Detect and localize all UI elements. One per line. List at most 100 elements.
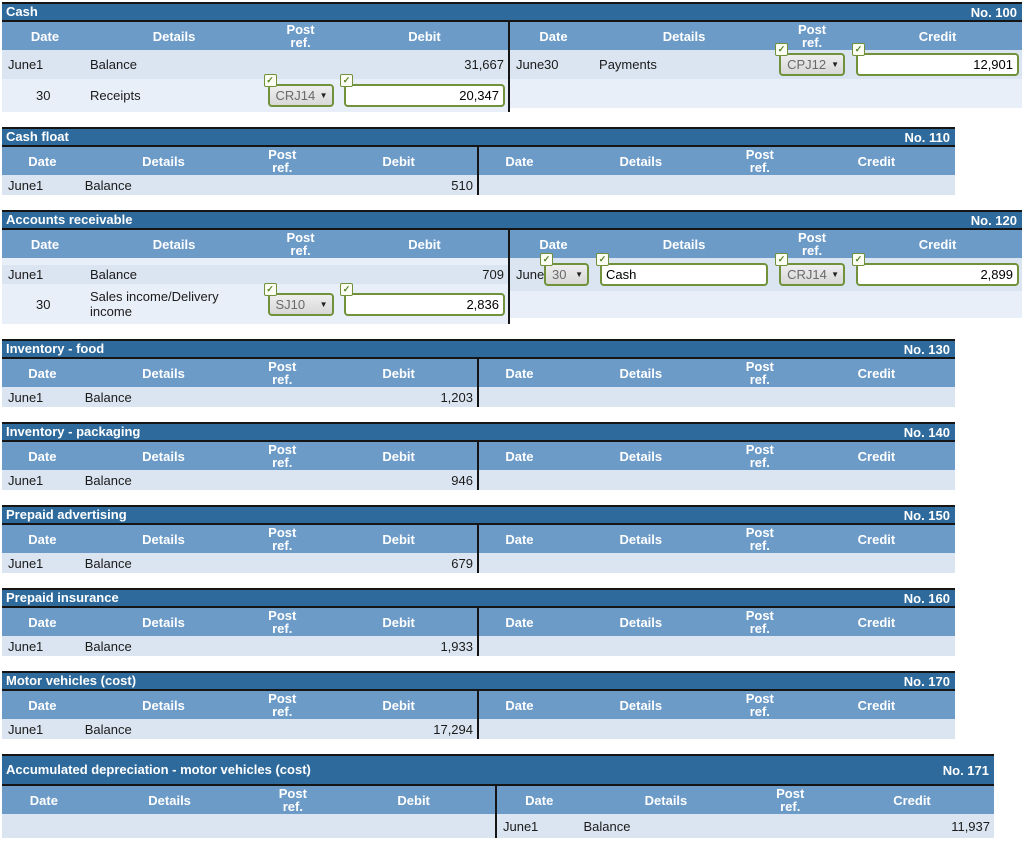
date-month: June	[8, 177, 37, 193]
ledger-row	[2, 814, 495, 838]
ledger-row: 30 Receipts ✓ CRJ14 ▼ ✓	[2, 74, 508, 112]
debit-column-header: Debit	[382, 531, 415, 547]
amount-text: 11,937	[951, 818, 990, 834]
post-ref-cell	[750, 814, 830, 838]
amount-input[interactable]	[856, 53, 1019, 76]
debit-column-header: Debit	[408, 28, 441, 44]
post-ref-dropdown[interactable]: CRJ14 ▼	[267, 84, 334, 107]
details-cell: Balance	[83, 719, 245, 739]
post-ref-column-header: Post ref.	[797, 230, 827, 258]
account-accumulated-depreciation-motor-vehicles: Accumulated depreciation - motor vehicle…	[2, 754, 994, 838]
post-ref-cell	[244, 175, 320, 195]
ledger: Cash No. 100 Date Details Post ref. Debit June…	[2, 2, 1027, 838]
ledger-row: June 1 Balance 1,933	[2, 636, 477, 656]
post-ref-dropdown[interactable]: CRJ14 ▼	[779, 263, 846, 286]
date-month: June	[503, 818, 532, 834]
amount-text: 1,933	[440, 638, 473, 654]
post-ref-dropdown[interactable]: SJ10 ▼	[267, 292, 334, 316]
left-half: Date Details Post ref. Debit June 1 Balance 510	[2, 147, 479, 195]
post-ref-cell	[771, 79, 853, 108]
field-wrap: ✓ 30 ▼	[540, 253, 589, 286]
date-column-header: Date	[30, 236, 60, 252]
details-column-header: Details	[662, 236, 706, 252]
date-cell: June 1	[497, 814, 581, 838]
details-text: Payments	[599, 57, 657, 72]
details-cell: Balance	[83, 175, 245, 195]
field-wrap: ✓	[340, 282, 505, 316]
amount-input[interactable]	[344, 292, 505, 316]
post-ref-cell	[771, 291, 853, 318]
details-cell	[560, 636, 722, 656]
chevron-down-icon: ▼	[319, 299, 328, 309]
details-text: Balance	[90, 267, 137, 282]
details-column-header: Details	[148, 792, 191, 808]
account-title-bar: Accumulated depreciation - motor vehicle…	[2, 756, 994, 786]
details-text: Balance	[84, 721, 132, 737]
details-input[interactable]	[600, 263, 769, 286]
post-ref-column-header: Post ref.	[797, 22, 827, 50]
post-ref-dropdown[interactable]: CPJ12 ▼	[779, 53, 846, 76]
date-cell	[510, 79, 597, 108]
details-cell	[560, 175, 722, 195]
column-header-row: Date Details Post ref. Credit	[479, 608, 955, 636]
ledger-row: June 1 Balance 1,203	[2, 387, 477, 407]
details-cell	[88, 258, 260, 265]
ledger-row: June 1 Balance 17,294	[2, 719, 477, 739]
day-dropdown[interactable]: 30 ▼	[544, 263, 589, 286]
details-text: Balance	[84, 638, 132, 654]
column-header-row: Date Details Post ref. Debit	[2, 147, 477, 175]
account-name: Accounts receivable	[6, 212, 133, 227]
column-header-row: Date Details Post ref. Credit	[479, 525, 955, 553]
details-cell: Balance	[83, 470, 245, 490]
account-name: Accumulated depreciation - motor vehicle…	[6, 762, 311, 777]
post-ref-column-header: Post ref.	[268, 147, 297, 175]
details-cell: Balance	[88, 50, 260, 79]
ledger-row: 30 Sales income/Delivery income ✓ SJ10 ▼ ✓	[2, 282, 508, 324]
ledger-row	[479, 553, 955, 573]
details-text: Balance	[84, 472, 132, 488]
amount-cell: ✓	[340, 282, 508, 324]
details-cell: ✓	[596, 253, 771, 291]
date-day: 1	[36, 57, 44, 72]
post-ref-cell	[722, 470, 798, 490]
date-cell: June 1	[2, 553, 83, 573]
column-header-row: Date Details Post ref. Credit	[510, 230, 1022, 258]
column-header-row: Date Details Post ref. Credit	[510, 22, 1022, 50]
ledger-row: June 30 Payments ✓ CPJ12 ▼ ✓	[510, 43, 1022, 79]
details-cell	[86, 814, 254, 838]
amount-cell	[853, 79, 1022, 108]
amount-cell	[798, 719, 955, 739]
date-cell	[2, 258, 88, 265]
amount-text: 679	[451, 555, 473, 571]
account-inventory-food: Inventory - food No. 130 Date Details Post r…	[2, 339, 955, 407]
post-ref-column-header: Post ref.	[268, 442, 297, 470]
date-month: June	[8, 389, 37, 405]
date-column-header: Date	[28, 614, 57, 630]
left-half: Date Details Post ref. Debit June 1 Balance 17,…	[2, 691, 479, 739]
post-ref-column-header: Post ref.	[745, 525, 774, 553]
date-column-header: Date	[28, 365, 57, 381]
account-number: No. 140	[903, 424, 950, 440]
details-column-header: Details	[142, 614, 185, 630]
post-ref-cell	[722, 719, 798, 739]
ledger-row: June 1 Balance 11,937	[497, 814, 994, 838]
date-month: June	[8, 267, 37, 282]
amount-input[interactable]	[856, 263, 1019, 286]
left-half: Date Details Post ref. Debit June 1 Balance 1,9…	[2, 608, 479, 656]
amount-cell: 31,667	[341, 50, 508, 79]
account-body: Date Details Post ref. Debit Date Details Post…	[2, 786, 994, 838]
date-cell	[510, 291, 597, 318]
column-header-row: Date Details Post ref. Debit	[2, 525, 477, 553]
details-cell: Balance	[581, 814, 750, 838]
column-header-row: Date Details Post ref. Debit	[2, 230, 508, 258]
account-cash-float: Cash float No. 110 Date Details Post ref. Deb…	[2, 127, 955, 195]
post-ref-cell	[722, 175, 798, 195]
account-name: Prepaid advertising	[6, 507, 127, 522]
post-ref-cell: ✓ CRJ14 ▼	[771, 253, 853, 291]
check-icon: ✓	[263, 74, 277, 87]
amount-cell: ✓	[852, 253, 1022, 291]
amount-cell: 946	[320, 470, 477, 490]
debit-column-header: Debit	[382, 614, 415, 630]
account-body: Date Details Post ref. Debit June 1 Balance 510…	[2, 147, 955, 195]
amount-input[interactable]	[344, 84, 505, 107]
